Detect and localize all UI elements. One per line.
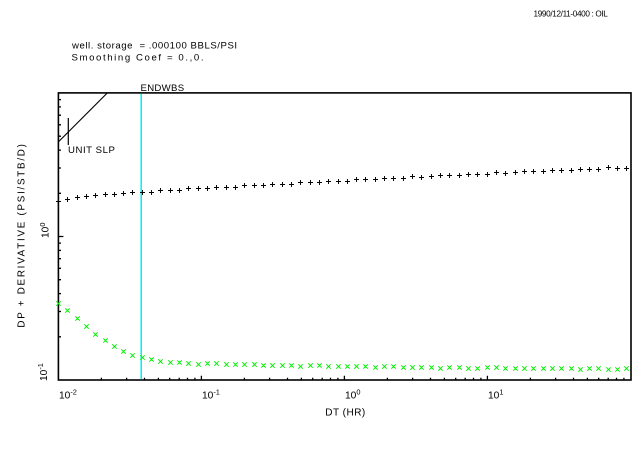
- svg-text:Smoothing Coef = 0.,0.: Smoothing Coef = 0.,0.: [72, 53, 206, 64]
- svg-text:well. storage = .000100 BBLS/: well. storage = .000100 BBLS/PSI: [71, 41, 238, 52]
- svg-text:10-1: 10-1: [36, 363, 50, 381]
- svg-text:DP + DERIVATIVE (PSI/STB/D): DP + DERIVATIVE (PSI/STB/D): [16, 142, 27, 327]
- svg-text:DT (HR): DT (HR): [325, 407, 366, 418]
- svg-text:10-2: 10-2: [59, 388, 77, 402]
- svg-text:1990/12/11-0400 : OIL: 1990/12/11-0400 : OIL: [534, 10, 609, 19]
- svg-text:UNIT SLP: UNIT SLP: [68, 145, 115, 156]
- svg-text:100: 100: [38, 223, 52, 238]
- svg-text:10-1: 10-1: [202, 388, 220, 402]
- svg-text:101: 101: [488, 388, 503, 402]
- svg-text:ENDWBS: ENDWBS: [141, 83, 185, 94]
- svg-text:100: 100: [345, 388, 360, 402]
